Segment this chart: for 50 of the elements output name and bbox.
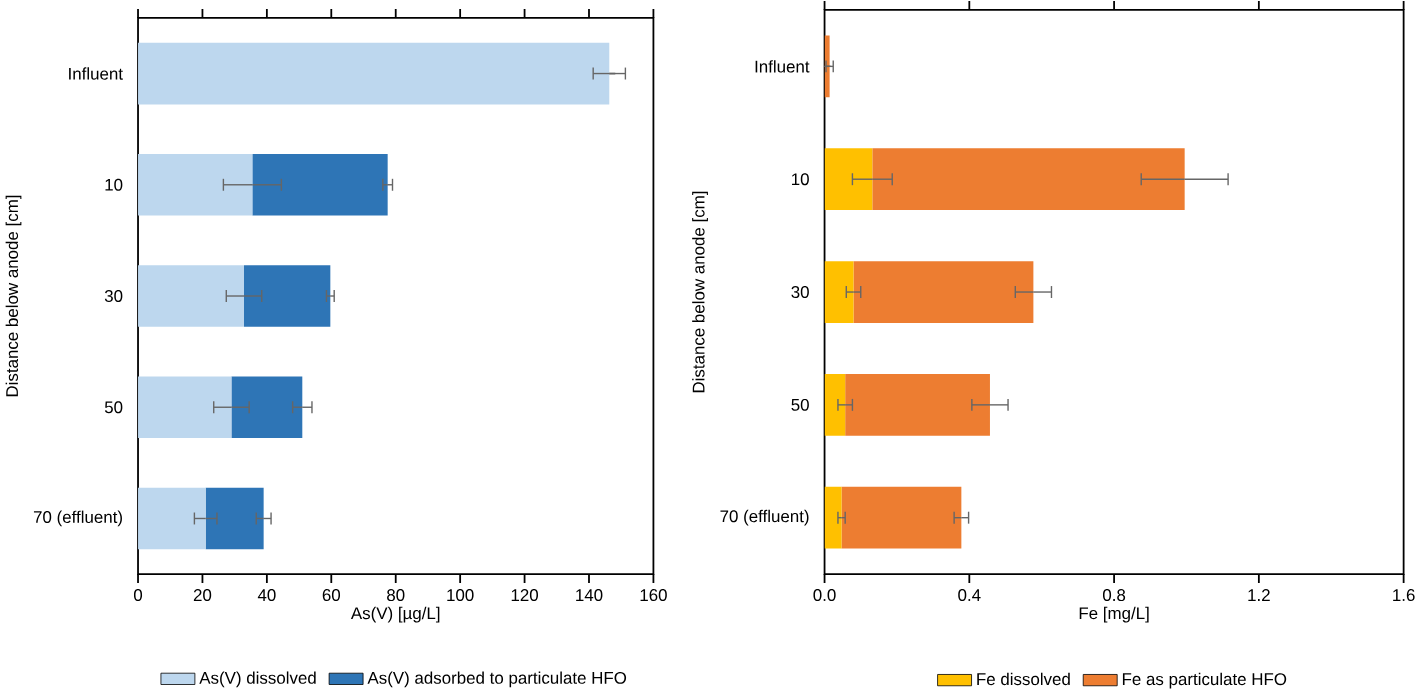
- x-tick-label: 100: [447, 588, 474, 601]
- x-tick-label: 1.6: [1393, 588, 1415, 601]
- bar: [824, 373, 846, 436]
- y-tick-label: 50: [104, 401, 123, 413]
- bar: [824, 35, 830, 97]
- x-tick-label: 0.4: [958, 588, 981, 601]
- bar: [138, 264, 244, 327]
- bar: [205, 487, 264, 550]
- x-tick-label: 20: [193, 588, 212, 601]
- y-tick-label: 10: [792, 173, 809, 185]
- y-tick-label: 70 (effluent): [720, 509, 809, 526]
- x-tick-label: 0: [133, 588, 143, 601]
- bar: [138, 153, 253, 216]
- bar: [252, 153, 388, 216]
- legend-label: Fe as particulate HFO: [1122, 672, 1287, 689]
- x-tick-label: 80: [387, 588, 405, 601]
- y-tick-label: 10: [105, 178, 123, 191]
- bar: [138, 42, 610, 105]
- bar: [872, 148, 1185, 210]
- bar: [824, 148, 873, 210]
- y-axis-title: Distance below anode [cm]: [5, 195, 22, 396]
- legend-label: As(V) adsorbed to particulate HFO: [367, 671, 627, 687]
- x-tick-label: 0.0: [813, 588, 836, 601]
- y-tick-label: Influent: [69, 67, 123, 80]
- bar: [138, 487, 206, 550]
- bar: [244, 264, 331, 327]
- x-tick-label: 1.2: [1248, 588, 1270, 601]
- x-tick-label: 40: [257, 588, 276, 601]
- x-tick-label: 160: [640, 588, 667, 601]
- bar: [138, 376, 232, 438]
- y-tick-label: 30: [104, 289, 123, 302]
- y-tick-label: Influent: [755, 59, 810, 73]
- bar: [841, 486, 962, 549]
- bar: [845, 373, 990, 436]
- y-tick-label: 50: [791, 398, 809, 411]
- legend-label: As(V) dissolved: [199, 671, 316, 687]
- x-tick-label: 60: [322, 588, 341, 601]
- bar: [231, 376, 303, 438]
- y-tick-label: 70 (effluent): [33, 510, 122, 527]
- legend-label: Fe dissolved: [977, 672, 1070, 685]
- x-axis-title: As(V) [µg/L]: [350, 606, 440, 623]
- y-axis-title: Distance below anode [cm]: [692, 191, 708, 392]
- bar: [853, 260, 1034, 323]
- bar: [824, 260, 854, 323]
- x-tick-label: 120: [511, 588, 539, 601]
- x-tick-label: 0.8: [1102, 588, 1126, 601]
- bar: [824, 486, 842, 549]
- y-tick-label: 30: [791, 285, 809, 298]
- x-axis-title: Fe [mg/L]: [1079, 606, 1149, 623]
- x-tick-label: 140: [576, 588, 603, 601]
